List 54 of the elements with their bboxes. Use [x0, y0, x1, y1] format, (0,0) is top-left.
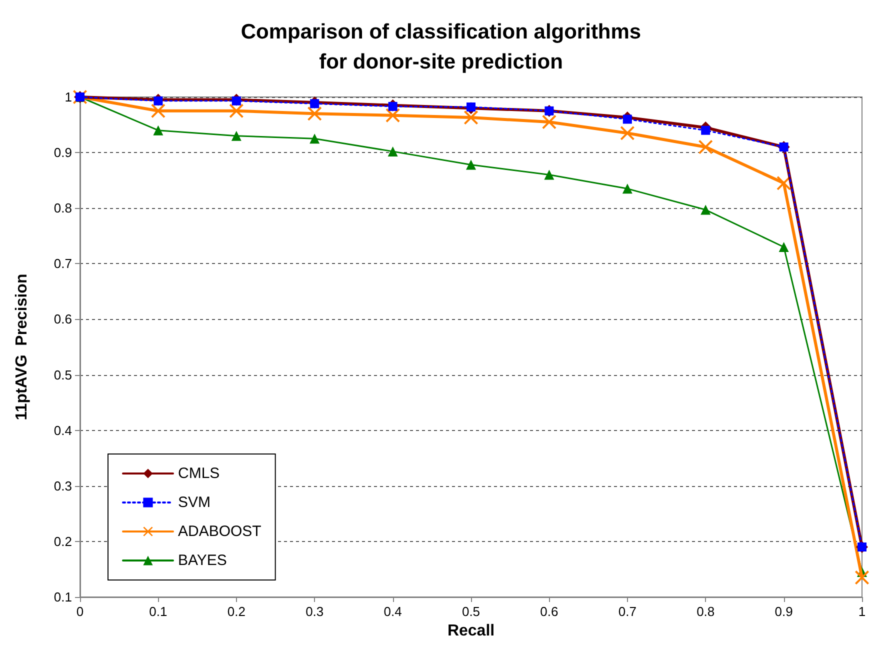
- point: [229, 104, 244, 118]
- point: [154, 96, 163, 106]
- x-tick-label: 0.5: [462, 604, 480, 619]
- x-tick-label: 0.9: [774, 604, 793, 619]
- point: [466, 102, 476, 112]
- x-tick-label: 0.6: [540, 604, 558, 619]
- point: [466, 160, 476, 170]
- y-tick-label: 0.6: [54, 312, 72, 327]
- legend-label: SVM: [178, 494, 211, 511]
- point: [778, 242, 789, 252]
- legend-label: BAYES: [178, 552, 227, 569]
- x-tick-label: 0.7: [618, 604, 636, 619]
- point: [701, 126, 710, 135]
- point: [310, 134, 320, 144]
- point: [231, 130, 242, 141]
- y-tick-label: 0.7: [54, 256, 72, 272]
- y-tick-label: 0.8: [54, 200, 72, 216]
- point: [776, 176, 791, 190]
- point: [700, 204, 711, 215]
- point: [388, 102, 398, 111]
- x-tick-label: 0.1: [149, 604, 168, 619]
- y-tick-label: 1: [64, 90, 72, 104]
- x-axis-title: Recall: [447, 622, 495, 640]
- point: [542, 115, 556, 129]
- point: [620, 126, 634, 140]
- y-tick-label: 0.4: [54, 422, 72, 438]
- y-tick-label: 0.3: [54, 478, 72, 494]
- point: [464, 110, 478, 125]
- legend-label: CMLS: [178, 465, 220, 482]
- y-axis-title: 11ptAVG Precision: [14, 274, 30, 420]
- point: [855, 570, 869, 585]
- point: [386, 108, 400, 122]
- point: [622, 114, 632, 124]
- point: [151, 104, 166, 118]
- legend-label: ADABOOST: [178, 523, 262, 540]
- point: [698, 140, 713, 154]
- point: [308, 106, 322, 121]
- x-tick-label: 0.8: [696, 604, 715, 619]
- y-tick-label: 0.5: [54, 367, 72, 382]
- point: [544, 170, 554, 180]
- y-tick-label: 0.2: [54, 534, 72, 549]
- x-tick-label: 0.3: [306, 604, 324, 619]
- point: [153, 125, 164, 136]
- point: [310, 99, 320, 108]
- point: [388, 146, 398, 156]
- y-tick-label: 0.9: [54, 145, 72, 160]
- x-tick-label: 0.4: [384, 604, 402, 619]
- chart-title: Comparison of classification algorithms for donor-site prediction: [240, 20, 642, 74]
- x-tick-label: 1: [858, 604, 866, 619]
- point: [622, 184, 632, 194]
- x-tick-label: 0.2: [227, 604, 246, 619]
- x-tick-label: 0: [76, 604, 84, 619]
- point: [232, 96, 241, 106]
- y-tick-label: 0.1: [54, 590, 72, 604]
